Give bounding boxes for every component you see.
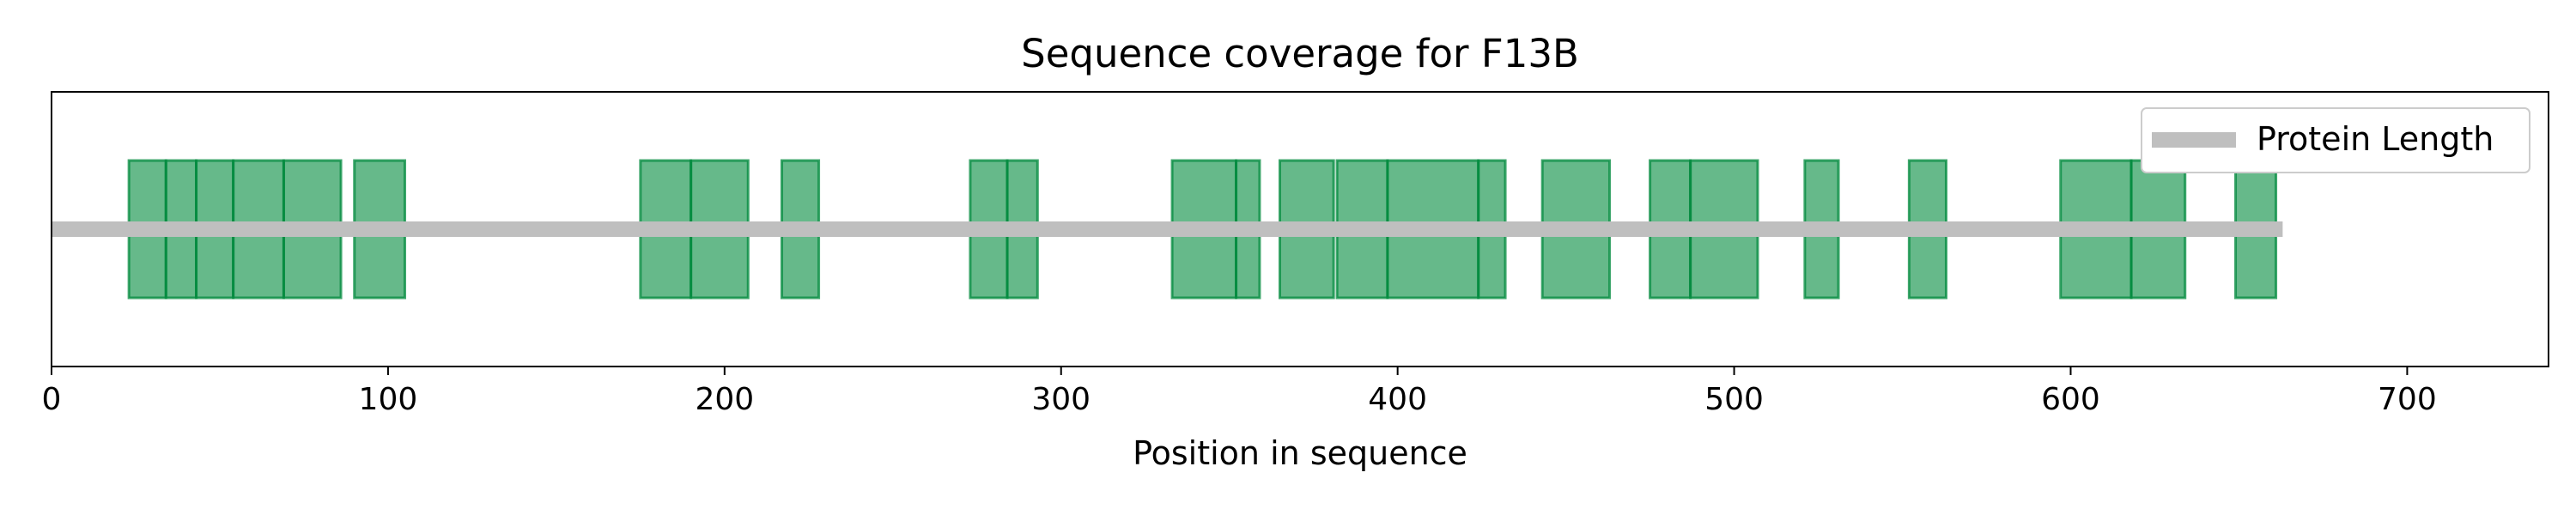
x-tick-label: 400 — [1368, 382, 1427, 417]
x-tick-label: 700 — [2378, 382, 2437, 417]
legend-box — [2141, 107, 2530, 173]
x-axis: 0 100 200 300 400 500 600 700 — [42, 367, 2437, 417]
protein-length-bar — [52, 221, 2283, 237]
chart-title: Sequence coverage for F13B — [1021, 31, 1579, 76]
x-tick-label: 300 — [1031, 382, 1091, 417]
x-tick-label: 500 — [1704, 382, 1764, 417]
legend-label-protein-length: Protein Length — [2257, 120, 2494, 158]
x-axis-label: Position in sequence — [1133, 434, 1467, 472]
x-tick-label: 0 — [42, 382, 62, 417]
x-tick-label: 100 — [359, 382, 418, 417]
plot-area — [51, 91, 2549, 367]
legend-swatch-protein-length — [2152, 132, 2236, 148]
x-tick-label: 600 — [2041, 382, 2100, 417]
legend: Protein Length — [2141, 107, 2530, 173]
x-tick-label: 200 — [695, 382, 754, 417]
